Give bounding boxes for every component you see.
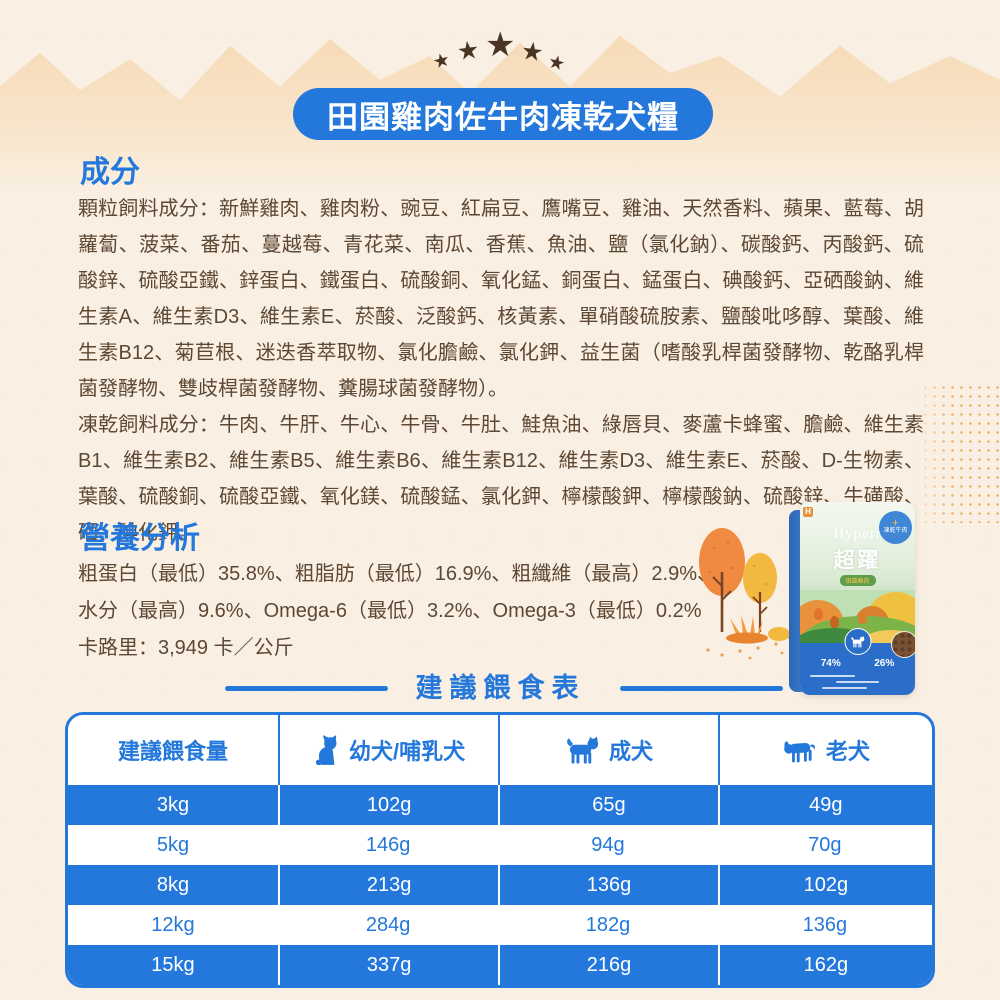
puppy-amount-cell: 284g [365, 913, 411, 936]
column-header-puppy: 幼犬/哺乳犬 [277, 715, 498, 785]
feeding-table: 建議餵食量 幼犬/哺乳犬 成犬 [65, 712, 935, 988]
adult-amount-cell: 94g [591, 833, 625, 856]
adult-dog-icon [567, 736, 599, 764]
adult-amount-cell: 136g [498, 865, 717, 905]
adult-amount-cell: 65g [498, 785, 717, 825]
product-title-banner: 田園雞肉佐牛肉凍乾犬糧 [293, 88, 713, 140]
meat-stat: 26% [874, 658, 895, 669]
star-icon: ★ [545, 51, 568, 76]
micro-text-line [836, 681, 879, 683]
column-header-label: 幼犬/哺乳犬 [349, 739, 466, 764]
bag-bottom-panel: 74% 26% [800, 628, 915, 695]
puppy-amount-cell: 213g [277, 865, 498, 905]
senior-amount-cell: 102g [717, 865, 932, 905]
column-header-weight: 建議餵食量 [117, 739, 228, 764]
protein-stat: 74% [820, 658, 841, 669]
column-header-label: 老犬 [825, 739, 870, 764]
divider-line-right [620, 686, 783, 691]
dot-pattern-decoration [912, 383, 1000, 523]
ingredients-text: 顆粒飼料成分：新鮮雞肉、雞肉粉、豌豆、紅扁豆、鷹嘴豆、雞油、天然香料、蘋果、藍莓… [78, 191, 924, 551]
star-icon: ★ [519, 36, 546, 68]
column-header-label: 成犬 [608, 739, 653, 764]
autumn-trees-illustration [699, 528, 792, 660]
badge-text: 凍乾牛肉 [883, 528, 908, 535]
weight-cell: 3kg [156, 793, 190, 816]
bag-front: Hyperr 超躍 田園雞肉 ＋ 凍乾牛肉 [800, 502, 915, 695]
senior-amount-cell: 49g [717, 785, 932, 825]
puppy-dog-icon [315, 735, 337, 765]
bag-stats-row: 74% 26% [804, 658, 911, 669]
puppy-amount-cell: 337g [277, 945, 498, 985]
feeding-table-title: 建議餵食表 [415, 673, 586, 703]
bag-product-name: 超躍 [833, 549, 882, 572]
tree-shape [814, 608, 823, 620]
tree-shape [858, 612, 867, 624]
badge-plus: ＋ [892, 519, 899, 527]
star-icon: ★ [485, 26, 516, 64]
table-row: 5kg 146g 94g 70g [68, 825, 932, 865]
table-row: 8kg 213g 136g 102g [68, 865, 932, 905]
tree-shape [830, 616, 839, 628]
product-bag: Hyperr 超躍 田園雞肉 ＋ 凍乾牛肉 [789, 502, 915, 695]
nutrition-heading: 營養分析 [80, 522, 200, 555]
adult-amount-cell: 182g [585, 913, 631, 936]
weight-cell: 8kg [156, 873, 190, 896]
column-header-adult: 成犬 [498, 715, 717, 785]
table-row: 15kg 337g 216g 162g [68, 945, 932, 985]
kibble-ingredients-paragraph: 顆粒飼料成分：新鮮雞肉、雞肉粉、豌豆、紅扁豆、鷹嘴豆、雞油、天然香料、蘋果、藍莓… [78, 198, 924, 400]
star-icon: ★ [430, 49, 453, 74]
ingredients-heading: 成分 [80, 156, 140, 189]
adult-amount-cell: 216g [498, 945, 717, 985]
weight-cell: 15kg [151, 953, 195, 976]
nutrition-line: 卡路里：3,949 卡／公斤 [78, 637, 294, 659]
star-icon: ★ [455, 35, 481, 67]
puppy-amount-cell: 146g [365, 833, 411, 856]
dog-badge-icon [844, 628, 871, 655]
senior-amount-cell: 70g [808, 833, 842, 856]
weight-cell: 12kg [151, 913, 195, 936]
freeze-dried-ingredients-paragraph: 凍乾飼料成分：牛肉、牛肝、牛心、牛骨、牛肚、鮭魚油、綠唇貝、麥蘆卡蜂蜜、膽鹼、維… [78, 414, 924, 544]
table-row: 12kg 284g 182g 136g [68, 905, 932, 945]
senior-amount-cell: 162g [717, 945, 932, 985]
puppy-amount-cell: 102g [277, 785, 498, 825]
bag-flavor-tag: 田園雞肉 [839, 575, 876, 586]
table-header-row: 建議餵食量 幼犬/哺乳犬 成犬 [68, 715, 932, 785]
micro-text-line [822, 687, 867, 689]
senior-amount-cell: 136g [802, 913, 848, 936]
kibble-photo-circle [891, 631, 915, 658]
freeze-dried-beef-badge: ＋ 凍乾牛肉 [879, 511, 912, 544]
nutrition-text: 粗蛋白（最低）35.8%、粗脂肪（最低）16.9%、粗纖維（最高）2.9%、 水… [78, 556, 718, 667]
table-row: 3kg 102g 65g 49g [68, 785, 932, 825]
nutrition-line: 粗蛋白（最低）35.8%、粗脂肪（最低）16.9%、粗纖維（最高）2.9%、 [78, 563, 718, 585]
senior-dog-icon [783, 740, 815, 762]
micro-text-line [810, 675, 855, 677]
nutrition-line: 水分（最高）9.6%、Omega-6（最低）3.2%、Omega-3（最低）0.… [78, 600, 702, 622]
column-header-senior: 老犬 [717, 715, 932, 785]
bag-h-logo: H [803, 507, 813, 517]
bag-brand-logo: Hyperr [833, 526, 882, 542]
weight-cell: 5kg [156, 833, 190, 856]
divider-line-left [225, 686, 388, 691]
